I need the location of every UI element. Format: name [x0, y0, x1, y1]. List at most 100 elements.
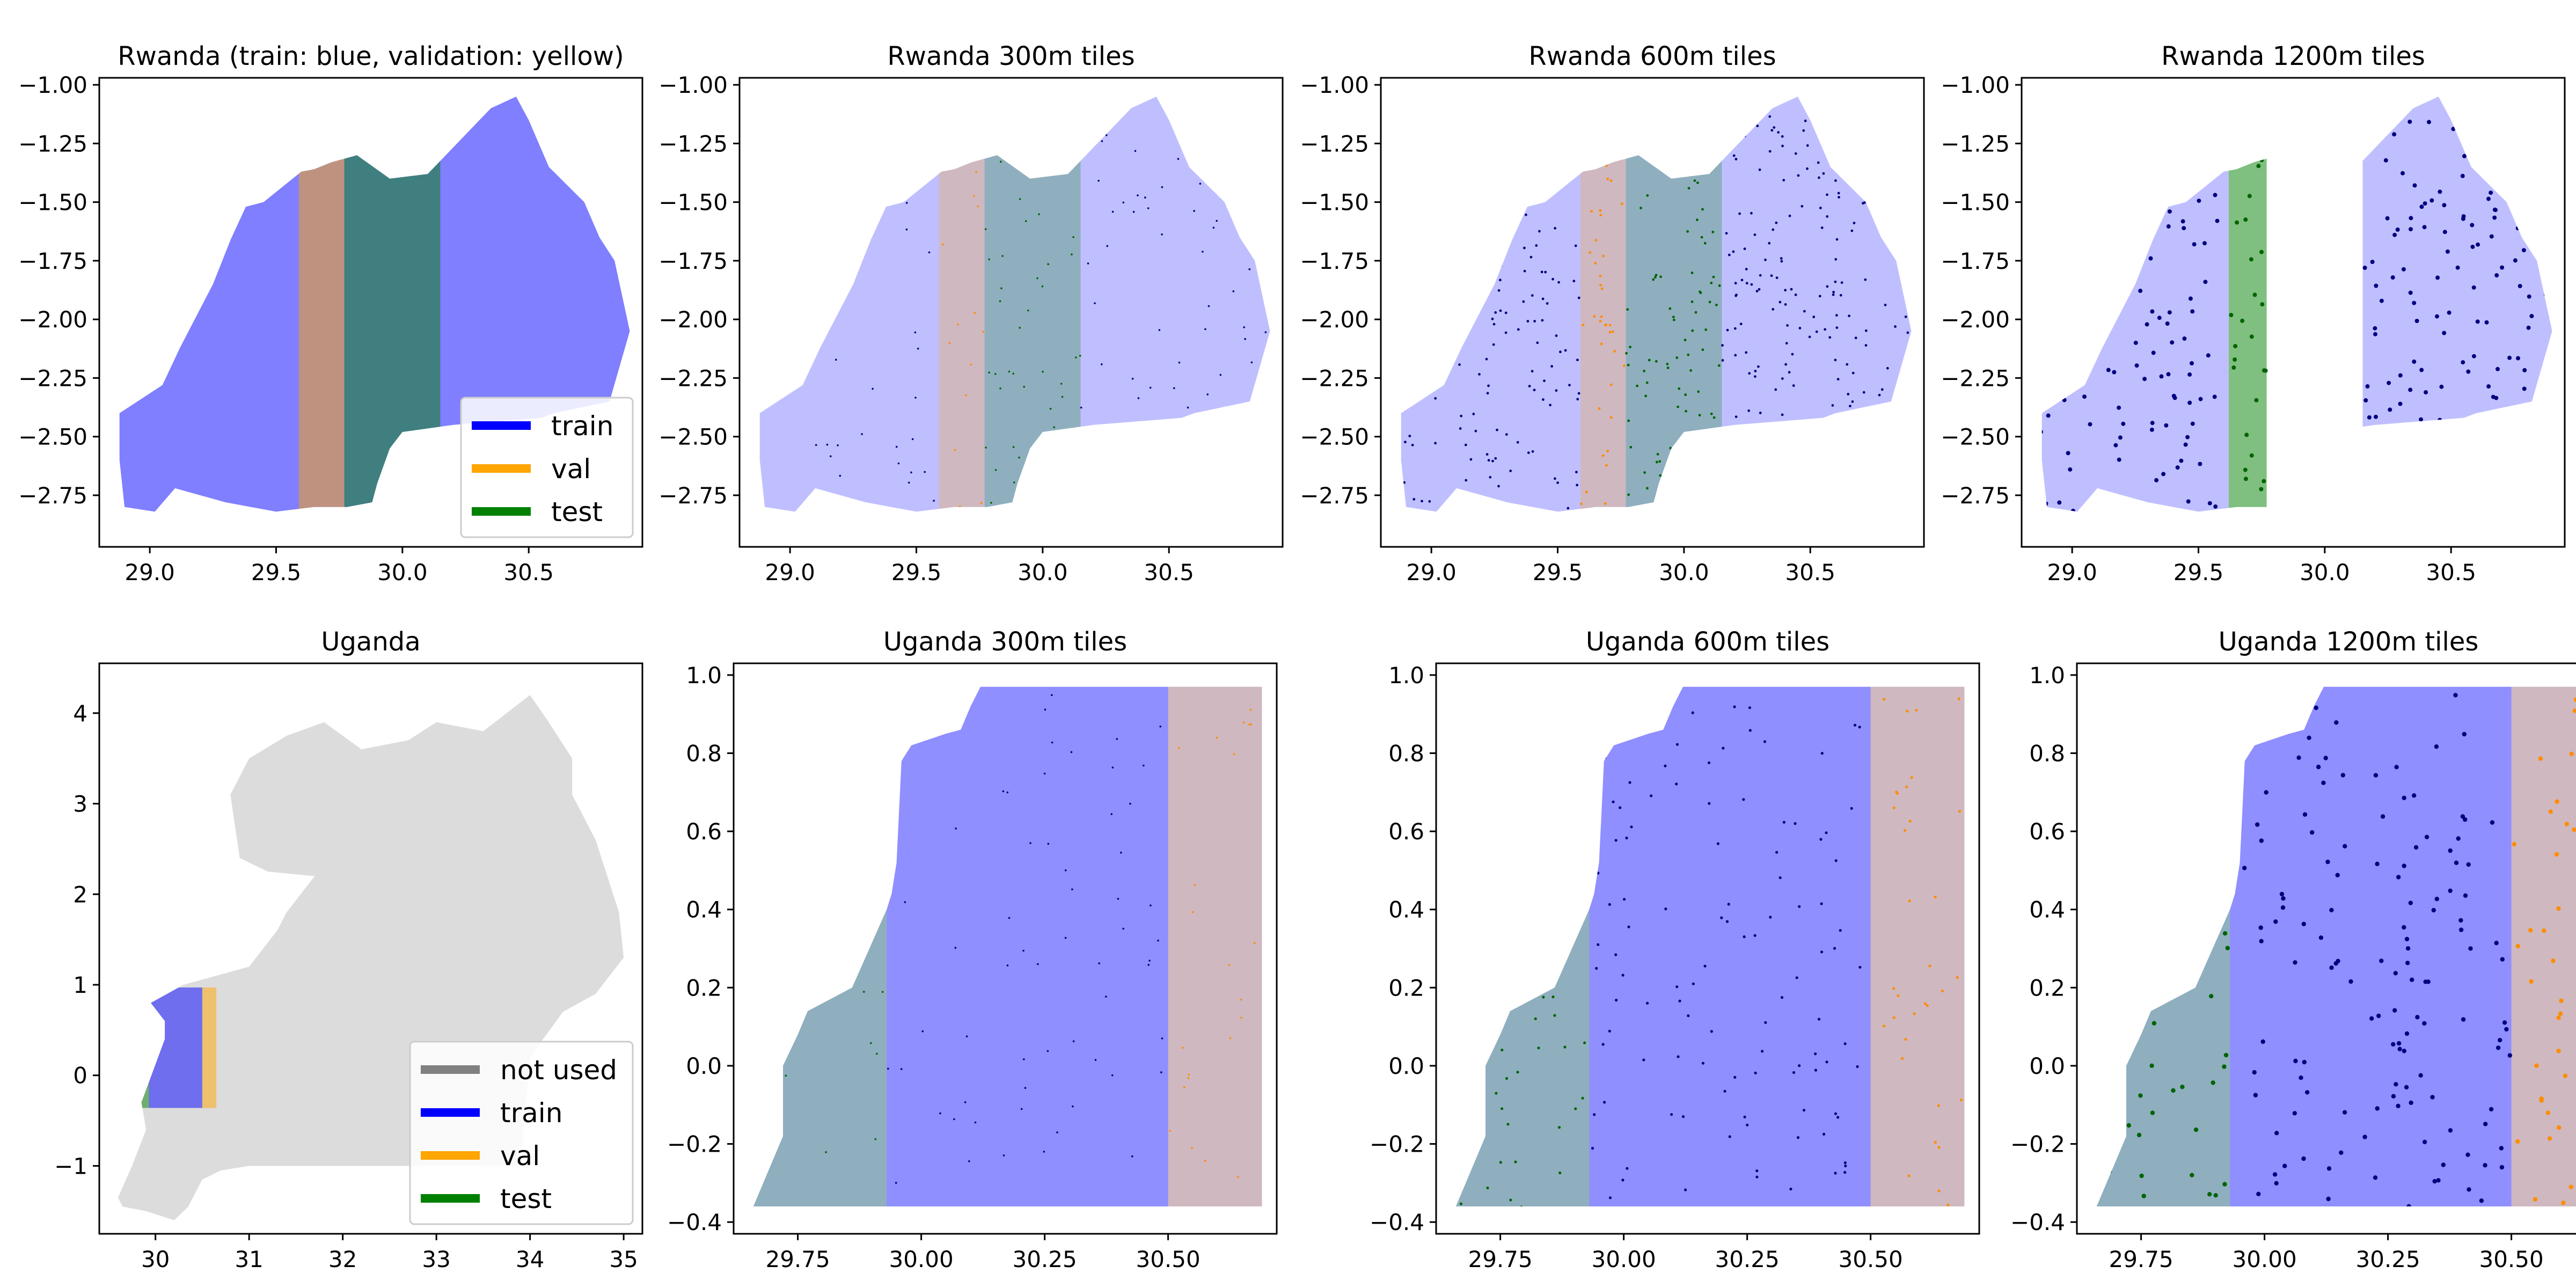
tile-point: [2118, 751, 2123, 757]
x-tick-label: 30.50: [2479, 1246, 2543, 1272]
tile-point: [1605, 164, 1608, 167]
tile-point: [1439, 855, 1442, 858]
y-tick-label: −2.75: [1941, 482, 2010, 509]
tile-point: [2395, 498, 2400, 503]
tile-point: [1908, 819, 1912, 823]
tile-point: [2563, 1073, 2568, 1078]
tile-point: [1110, 813, 1113, 815]
tile-point: [2493, 208, 2498, 213]
test-region: [127, 987, 149, 1108]
tile-point: [1609, 416, 1613, 419]
tile-point: [1122, 927, 1124, 930]
tile-point: [2453, 693, 2458, 698]
tile-point: [2104, 740, 2109, 745]
test-region: [2096, 686, 2230, 1206]
tile-point: [1172, 108, 1174, 111]
tile-point: [2180, 1085, 2185, 1089]
tile-point: [2458, 918, 2463, 923]
tile-point: [1899, 416, 1902, 420]
tile-point: [2342, 1110, 2347, 1115]
tile-point: [1150, 428, 1153, 430]
tile-point: [2212, 928, 2217, 933]
tile-point: [965, 116, 968, 118]
tile-point: [2470, 223, 2475, 228]
tile-point: [924, 471, 926, 473]
tile-point: [1913, 1012, 1916, 1015]
tile-point: [2279, 891, 2285, 897]
tile-point: [1646, 1001, 1649, 1005]
tile-point: [1240, 501, 1242, 504]
tile-point: [1080, 406, 1082, 409]
tile-point: [1790, 513, 1792, 516]
tile-point: [1869, 408, 1872, 412]
tile-point: [2329, 908, 2334, 913]
tile-point: [1973, 876, 1975, 879]
tile-point: [1417, 342, 1420, 345]
tile-point: [2162, 677, 2167, 682]
train-region: [759, 97, 1270, 512]
tile-point: [1022, 949, 1024, 952]
tile-point: [2109, 508, 2114, 512]
tile-point: [2096, 687, 2102, 692]
tile-point: [1782, 179, 1785, 182]
tile-point: [2530, 160, 2535, 165]
tile-point: [2062, 398, 2067, 402]
tile-point: [1897, 514, 1900, 516]
tile-point: [1748, 372, 1751, 375]
tile-point: [2429, 198, 2434, 203]
tile-point: [1242, 721, 1245, 724]
tile-point: [2151, 723, 2156, 728]
tile-point: [1779, 301, 1782, 304]
tile-point: [1002, 790, 1005, 793]
tile-point: [780, 678, 782, 680]
tile-point: [2190, 421, 2195, 426]
tile-point: [1150, 904, 1152, 906]
tile-point: [2079, 1130, 2083, 1135]
tile-point: [1049, 407, 1052, 410]
tile-point: [2548, 447, 2552, 451]
tile-point: [1781, 413, 1784, 416]
tile-point: [1211, 147, 1213, 149]
tile-point: [2274, 1131, 2279, 1136]
tile-point: [804, 131, 806, 134]
tile-point: [2535, 207, 2540, 212]
tile-point: [911, 438, 914, 441]
tile-point: [1547, 130, 1550, 133]
tile-point: [2427, 120, 2431, 125]
tile-point: [1839, 929, 1842, 932]
x-tick-label: 30.0: [1659, 559, 1709, 586]
tile-point: [1454, 318, 1457, 321]
tile-point: [1743, 1115, 1746, 1118]
tile-point: [2253, 106, 2257, 111]
tile-point: [1745, 351, 1748, 354]
tile-point: [1463, 270, 1466, 273]
tile-point: [1501, 1107, 1504, 1110]
tile-point: [1733, 1075, 1737, 1079]
tile-point: [1704, 328, 1708, 331]
tile-point: [2026, 427, 2030, 431]
tile-point: [1558, 159, 1562, 162]
tile-point: [1905, 709, 1909, 713]
tile-point: [2529, 314, 2534, 318]
tile-point: [2402, 925, 2406, 930]
y-tick-label: 0.4: [1388, 897, 1424, 923]
x-tick-label: 30.5: [1144, 559, 1194, 586]
tile-point: [2023, 437, 2028, 441]
tile-point: [793, 339, 796, 342]
tile-point: [1558, 1171, 1562, 1175]
tile-point: [1101, 363, 1103, 365]
tile-point: [2207, 1192, 2212, 1197]
tile-point: [1382, 219, 1385, 222]
tile-point: [816, 860, 818, 863]
tile-point: [2556, 676, 2560, 680]
tile-point: [1655, 274, 1658, 276]
tile-point: [1784, 289, 1787, 292]
tile-point: [1229, 1037, 1232, 1040]
tile-point: [2445, 249, 2450, 254]
tile-point: [2202, 241, 2207, 246]
tile-point: [2121, 421, 2126, 426]
tile-point: [2209, 994, 2214, 999]
tile-point: [1193, 210, 1195, 212]
tile-point: [837, 444, 839, 447]
tile-point: [1529, 255, 1533, 259]
